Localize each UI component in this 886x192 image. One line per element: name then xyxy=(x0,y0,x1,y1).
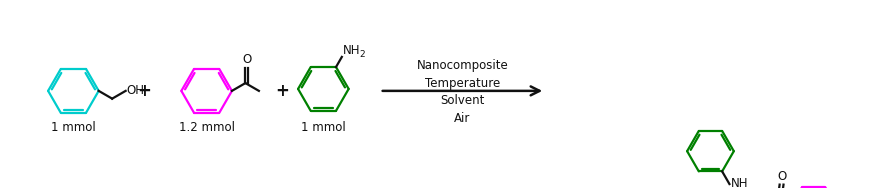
Text: Temperature: Temperature xyxy=(424,77,500,90)
Text: 2: 2 xyxy=(360,50,365,59)
Text: +: + xyxy=(276,82,290,100)
Text: NH: NH xyxy=(730,177,748,190)
Text: NH: NH xyxy=(343,44,361,57)
Text: Solvent: Solvent xyxy=(440,94,485,107)
Text: 1.2 mmol: 1.2 mmol xyxy=(179,121,235,134)
Text: 1 mmol: 1 mmol xyxy=(301,121,346,134)
Text: OH: OH xyxy=(127,84,144,97)
Text: O: O xyxy=(777,170,786,183)
Text: Nanocomposite: Nanocomposite xyxy=(416,59,509,72)
Text: O: O xyxy=(242,53,252,66)
Text: +: + xyxy=(137,82,152,100)
Text: Air: Air xyxy=(455,112,470,125)
Text: 1 mmol: 1 mmol xyxy=(51,121,96,134)
